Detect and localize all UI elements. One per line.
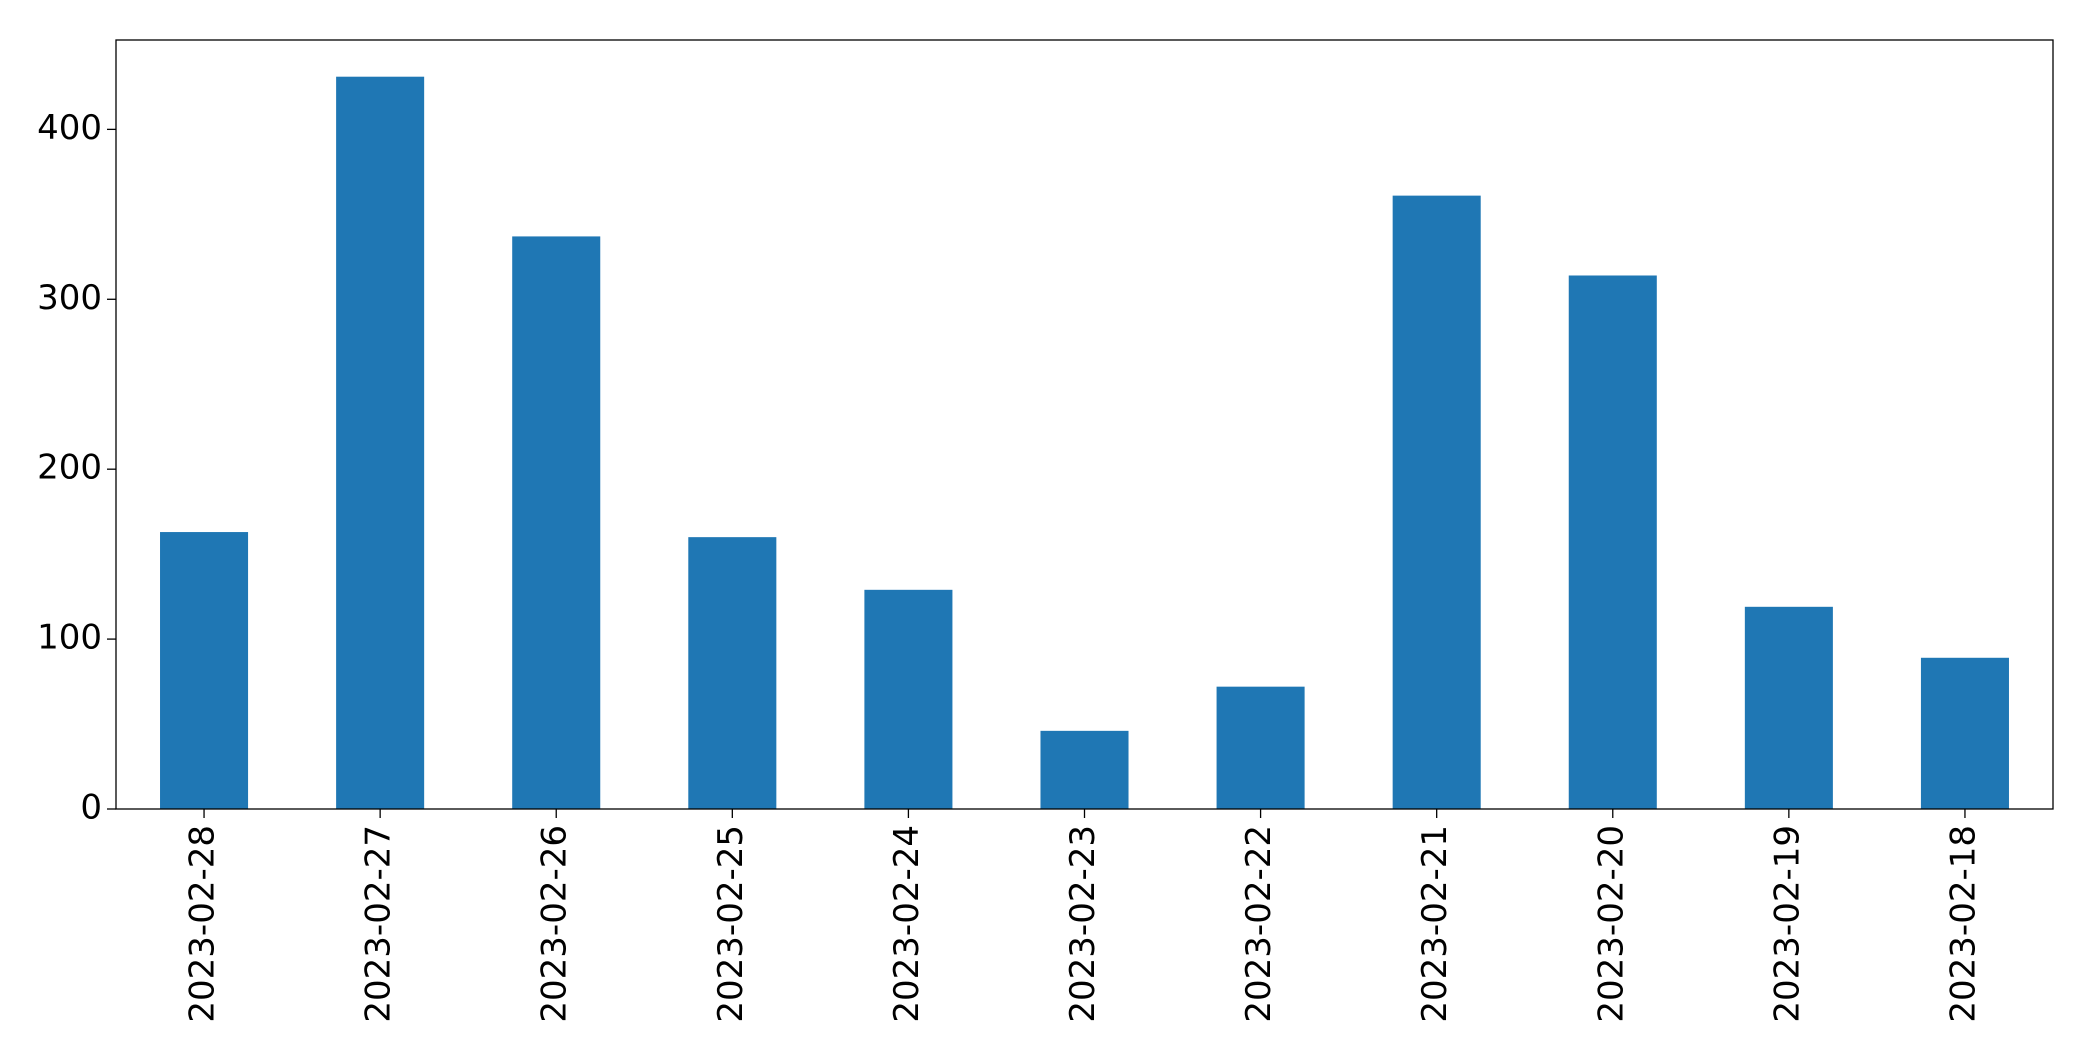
y-tick-label: 0 xyxy=(80,788,102,828)
y-tick-label: 200 xyxy=(37,448,102,488)
x-tick-label: 2023-02-21 xyxy=(1415,825,1455,1023)
plot-frame xyxy=(115,39,2054,810)
y-tick-label: 300 xyxy=(37,278,102,318)
x-tick-label: 2023-02-19 xyxy=(1767,825,1807,1023)
bar xyxy=(512,236,601,809)
x-tick-label: 2023-02-23 xyxy=(1063,825,1103,1023)
x-tick-label: 2023-02-24 xyxy=(887,825,927,1023)
bar xyxy=(1392,195,1481,809)
bar xyxy=(160,532,249,809)
bar xyxy=(336,76,425,810)
bar xyxy=(1568,275,1657,809)
bar xyxy=(1920,657,2009,809)
bar xyxy=(1744,606,1833,809)
x-tick-label: 2023-02-25 xyxy=(711,825,751,1023)
y-tick-label: 400 xyxy=(37,108,102,148)
x-tick-label: 2023-02-28 xyxy=(183,825,223,1023)
bar xyxy=(1040,730,1129,809)
bar xyxy=(864,589,953,809)
x-tick-label: 2023-02-26 xyxy=(535,825,575,1023)
bar xyxy=(688,537,777,809)
bar xyxy=(1216,686,1305,809)
y-tick-label: 100 xyxy=(37,618,102,658)
x-tick-label: 2023-02-22 xyxy=(1239,825,1279,1023)
x-tick-label: 2023-02-20 xyxy=(1591,825,1631,1023)
x-tick-label: 2023-02-18 xyxy=(1943,825,1983,1023)
x-tick-label: 2023-02-27 xyxy=(359,825,399,1023)
